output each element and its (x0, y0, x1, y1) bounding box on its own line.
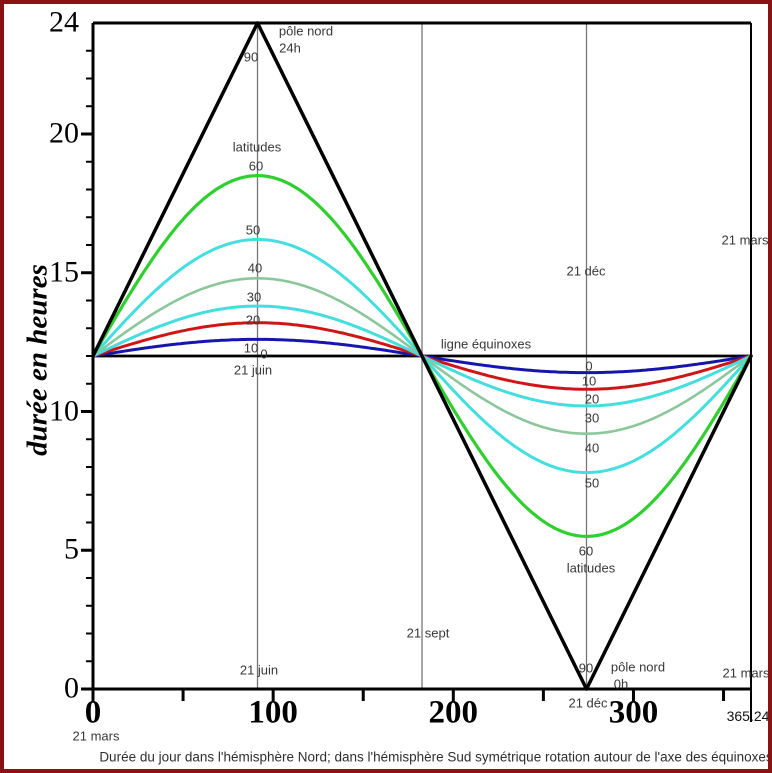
annotation-label: 21 déc (568, 695, 608, 711)
annotation-label: pôle nord (610, 659, 666, 675)
annotation-label: latitudes (566, 560, 616, 576)
annotation-label: 20 (584, 391, 600, 407)
annotation-label: 0 (585, 358, 593, 374)
annotation-label: 40 (247, 260, 263, 276)
annotation-label: ligne équinoxes (440, 336, 532, 352)
x-end-tick-label: 365.24 (726, 708, 770, 724)
annotation-label: 10 (581, 373, 597, 389)
annotation-label: 21 mars (721, 232, 769, 248)
annotation-label: 21 mars (722, 665, 770, 681)
annotation-label: 21 mars (72, 728, 120, 744)
x-tick-label: 100 (248, 694, 298, 731)
y-tick-label: 10 (49, 393, 79, 427)
annotation-label: 21 déc (566, 263, 606, 279)
chart-caption: Durée du jour dans l'hémisphère Nord; da… (99, 749, 772, 765)
curve-latitude-90-pôle-nord (91, 21, 753, 691)
annotation-label: 50 (245, 222, 261, 238)
annotation-label: 40 (584, 440, 600, 456)
annotation-label: pôle nord (278, 23, 334, 39)
annotation-label: 21 sept (406, 625, 450, 641)
annotation-label: 90 (578, 660, 594, 676)
y-tick-label: 20 (49, 116, 79, 150)
annotation-label: 20 (245, 312, 261, 328)
annotation-label: 24h (279, 40, 301, 56)
x-tick-label: 0 (84, 694, 102, 731)
annotation-label: 60 (578, 543, 594, 559)
x-tick-label: 300 (608, 694, 659, 731)
annotation-label: 90 (243, 49, 259, 65)
annotation-label: 21 juin (239, 662, 279, 678)
annotation-label: 30 (246, 289, 262, 305)
y-tick-label: 5 (64, 532, 79, 566)
annotation-label: 0 (260, 346, 268, 362)
y-tick-label: 24 (49, 5, 79, 39)
y-tick-label: 15 (49, 255, 79, 289)
y-tick-label: 0 (64, 671, 79, 705)
annotation-label: 21 juin (233, 362, 273, 378)
annotation-label: latitudes (232, 139, 282, 155)
annotation-label: 50 (584, 475, 600, 491)
annotation-label: 30 (584, 410, 600, 426)
annotation-label: 0h (613, 676, 629, 692)
annotation-label: 10 (243, 340, 259, 356)
x-tick-label: 200 (428, 694, 479, 731)
annotation-label: 60 (248, 158, 264, 174)
